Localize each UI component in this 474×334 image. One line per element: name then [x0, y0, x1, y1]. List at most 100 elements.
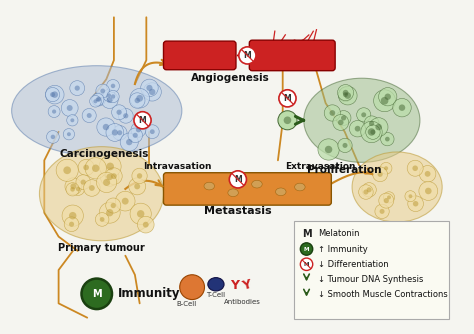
Circle shape: [301, 243, 313, 255]
Circle shape: [136, 127, 141, 132]
Circle shape: [137, 210, 145, 217]
Circle shape: [381, 97, 388, 105]
Circle shape: [82, 279, 112, 309]
Circle shape: [381, 132, 394, 146]
Circle shape: [408, 196, 423, 211]
Circle shape: [123, 113, 128, 118]
Circle shape: [91, 93, 104, 106]
Ellipse shape: [12, 66, 182, 156]
Circle shape: [67, 105, 73, 111]
FancyBboxPatch shape: [164, 173, 331, 205]
Circle shape: [337, 85, 354, 101]
Text: M: M: [92, 289, 101, 299]
Circle shape: [366, 125, 380, 139]
Circle shape: [356, 108, 371, 122]
Circle shape: [112, 126, 127, 140]
Circle shape: [333, 115, 349, 130]
Circle shape: [72, 182, 84, 195]
Circle shape: [143, 222, 149, 227]
Text: Metastasis: Metastasis: [204, 206, 272, 216]
Circle shape: [99, 202, 120, 223]
Circle shape: [78, 159, 94, 175]
Text: Intravasation: Intravasation: [144, 162, 212, 171]
Circle shape: [96, 97, 100, 102]
Circle shape: [133, 133, 138, 138]
Circle shape: [70, 187, 75, 192]
Circle shape: [82, 109, 96, 123]
Circle shape: [76, 175, 91, 189]
Circle shape: [112, 105, 127, 120]
Circle shape: [135, 98, 140, 103]
Circle shape: [130, 203, 151, 224]
Text: M: M: [304, 262, 309, 267]
Circle shape: [117, 110, 122, 115]
Circle shape: [384, 166, 388, 170]
Circle shape: [118, 109, 133, 123]
Circle shape: [120, 133, 138, 151]
Text: T-Cell: T-Cell: [206, 292, 226, 298]
Circle shape: [425, 171, 430, 177]
Circle shape: [90, 96, 101, 107]
Text: Y: Y: [230, 279, 239, 292]
Text: ↑ Immunity: ↑ Immunity: [318, 244, 368, 254]
Ellipse shape: [275, 188, 286, 196]
Circle shape: [338, 86, 357, 105]
Text: Immunity: Immunity: [118, 287, 181, 300]
Circle shape: [399, 105, 405, 111]
Circle shape: [374, 90, 395, 112]
Circle shape: [92, 93, 106, 106]
Ellipse shape: [252, 180, 262, 188]
Circle shape: [419, 182, 438, 200]
Circle shape: [366, 187, 372, 192]
Circle shape: [349, 121, 366, 137]
Circle shape: [134, 112, 151, 129]
Circle shape: [336, 111, 351, 125]
Circle shape: [329, 110, 335, 116]
Circle shape: [46, 85, 64, 104]
Circle shape: [97, 172, 117, 192]
Circle shape: [384, 94, 391, 100]
Circle shape: [62, 205, 83, 226]
Circle shape: [100, 217, 104, 222]
Circle shape: [107, 93, 111, 98]
Circle shape: [278, 111, 297, 130]
Circle shape: [355, 126, 360, 132]
Circle shape: [111, 94, 115, 99]
Circle shape: [52, 110, 56, 114]
Circle shape: [64, 166, 71, 174]
Circle shape: [83, 180, 100, 196]
Circle shape: [361, 121, 382, 143]
Circle shape: [136, 95, 143, 102]
Circle shape: [130, 89, 149, 108]
Circle shape: [66, 183, 79, 196]
Circle shape: [341, 115, 346, 121]
Circle shape: [131, 122, 146, 137]
Text: M: M: [304, 246, 309, 252]
Text: M: M: [138, 116, 146, 125]
Circle shape: [412, 165, 418, 171]
Circle shape: [141, 79, 158, 97]
Ellipse shape: [39, 147, 164, 241]
Circle shape: [76, 187, 81, 191]
Circle shape: [362, 183, 376, 197]
Circle shape: [74, 86, 80, 91]
Circle shape: [379, 193, 394, 208]
Circle shape: [380, 162, 392, 174]
Circle shape: [97, 118, 115, 136]
Circle shape: [379, 88, 397, 106]
Circle shape: [128, 128, 143, 143]
Circle shape: [97, 97, 101, 102]
Circle shape: [67, 132, 71, 136]
Circle shape: [69, 212, 76, 219]
Circle shape: [364, 189, 368, 195]
Circle shape: [100, 168, 119, 186]
Circle shape: [103, 124, 109, 130]
Text: ↓ Tumour DNA Synthesis: ↓ Tumour DNA Synthesis: [318, 275, 423, 284]
Circle shape: [409, 194, 412, 198]
Text: Antibodies: Antibodies: [224, 299, 261, 305]
Circle shape: [375, 204, 389, 218]
Circle shape: [324, 105, 340, 121]
Circle shape: [81, 179, 86, 185]
Text: M: M: [234, 175, 242, 184]
Ellipse shape: [208, 278, 224, 291]
